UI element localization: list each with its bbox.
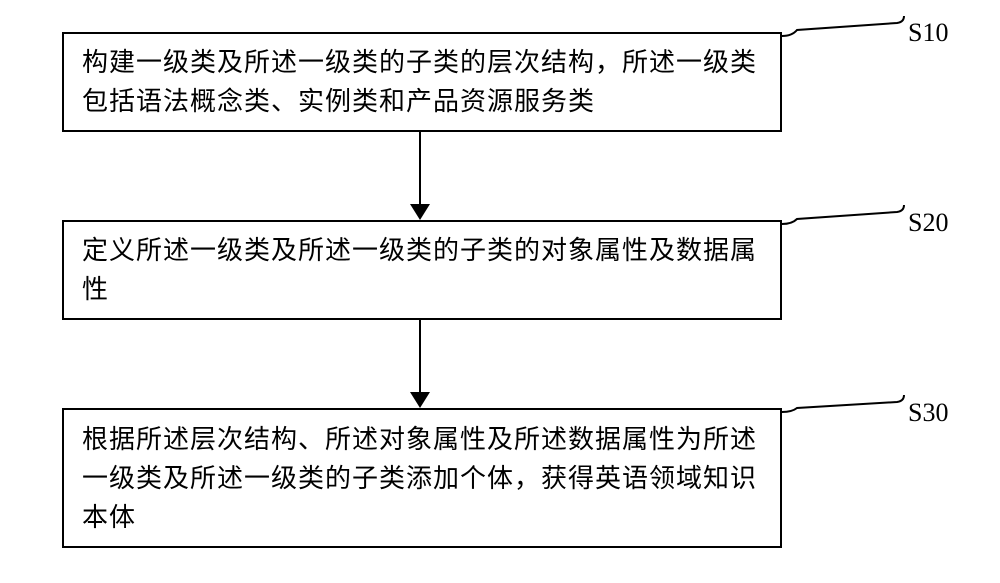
node-text: 根据所述层次结构、所述对象属性及所述数据属性为所述一级类及所述一级类的子类添加个… (82, 420, 762, 537)
bracket-connector (782, 390, 912, 430)
arrow-head-icon (410, 392, 430, 408)
bracket-connector (782, 10, 912, 50)
flowchart-node-s20: 定义所述一级类及所述一级类的子类的对象属性及数据属性 (62, 220, 782, 320)
bracket-connector (782, 200, 912, 240)
node-label-s30: S30 (908, 398, 948, 428)
flowchart-node-s30: 根据所述层次结构、所述对象属性及所述数据属性为所述一级类及所述一级类的子类添加个… (62, 408, 782, 548)
node-label-s10: S10 (908, 18, 948, 48)
node-label-s20: S20 (908, 208, 948, 238)
arrow-line (419, 132, 421, 206)
arrow-head-icon (410, 204, 430, 220)
node-text: 构建一级类及所述一级类的子类的层次结构，所述一级类包括语法概念类、实例类和产品资… (82, 43, 762, 121)
flowchart-node-s10: 构建一级类及所述一级类的子类的层次结构，所述一级类包括语法概念类、实例类和产品资… (62, 32, 782, 132)
node-text: 定义所述一级类及所述一级类的子类的对象属性及数据属性 (82, 231, 762, 309)
arrow-line (419, 320, 421, 394)
